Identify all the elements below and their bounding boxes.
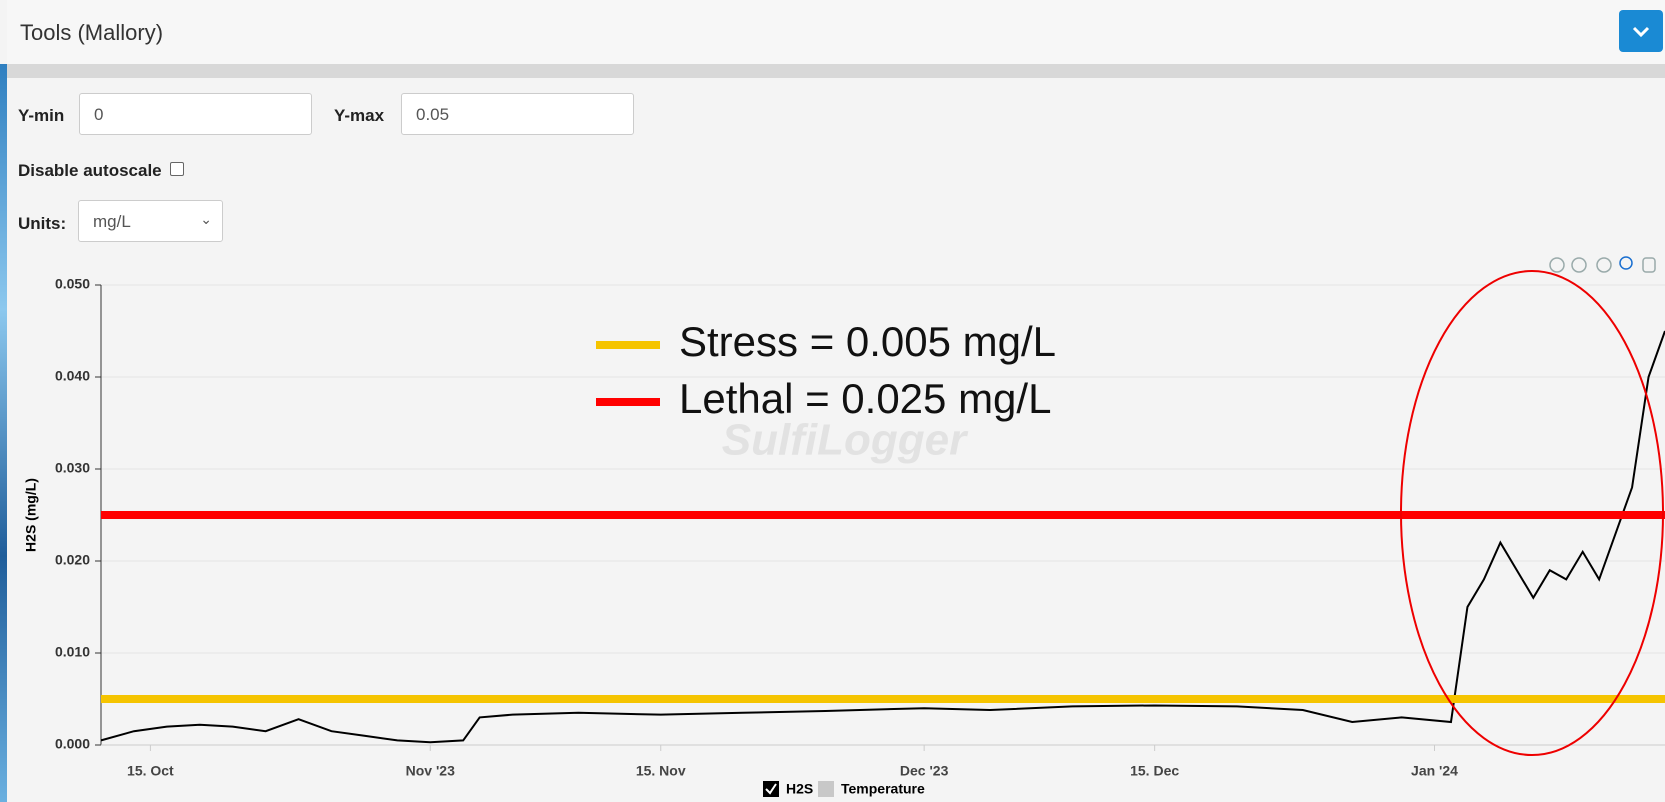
threshold-legend-label: Stress = 0.005 mg/L xyxy=(679,318,1056,365)
watermark: SulfiLogger xyxy=(722,416,969,465)
chevron-icon xyxy=(1632,26,1650,38)
legend-label: Temperature xyxy=(841,781,925,797)
y-tick-label: 0.040 xyxy=(55,368,90,384)
ymax-label: Y-max xyxy=(334,106,385,125)
x-tick-label: 15. Nov xyxy=(636,763,686,779)
x-tick-label: Nov '23 xyxy=(406,763,455,779)
panel-title: Tools (Mallory) xyxy=(20,20,164,45)
y-tick-label: 0.010 xyxy=(55,644,90,660)
data-line xyxy=(100,330,1665,744)
y-axis-title: H2S (mg/L) xyxy=(23,478,39,552)
select-arrow: ⌄ xyxy=(200,211,212,227)
chart: SulfiLogger H2S (mg/L) 0.000 0.010 0.020 0.… xyxy=(23,256,1665,797)
x-tick-label: Dec '23 xyxy=(900,763,949,779)
autoscale-checkbox[interactable] xyxy=(170,162,184,176)
autoscale-label: Disable autoscale xyxy=(18,161,162,180)
highlight-ellipse xyxy=(1400,270,1664,756)
pan-icon[interactable] xyxy=(1642,257,1656,273)
x-tick-label: 15. Dec xyxy=(1130,763,1179,779)
units-value: mg/L xyxy=(93,212,131,231)
zoom-in-icon[interactable] xyxy=(1549,257,1565,273)
zoom-tools xyxy=(1549,256,1656,273)
y-tick-label: 0.050 xyxy=(55,276,90,292)
units-label: Units: xyxy=(18,214,67,233)
legend-label: H2S xyxy=(786,781,813,797)
reset-icon[interactable] xyxy=(1596,257,1612,273)
zoom-out-icon[interactable] xyxy=(1571,257,1587,273)
panel-header: Tools (Mallory) xyxy=(7,0,1665,64)
y-tick-label: 0.030 xyxy=(55,460,90,476)
ymin-input[interactable]: 0 xyxy=(79,93,312,135)
ymin-label: Y-min xyxy=(18,106,65,125)
legend-checkbox[interactable] xyxy=(763,781,779,797)
y-tick-label: 0.020 xyxy=(55,552,90,568)
legend-checkbox[interactable] xyxy=(818,781,834,797)
x-tick-label: 15. Oct xyxy=(127,763,174,779)
background-strip xyxy=(0,64,7,802)
collapse-button[interactable] xyxy=(1619,10,1663,52)
y-tick-label: 0.000 xyxy=(55,736,90,752)
legend-check xyxy=(765,783,777,795)
x-tick-label: Jan '24 xyxy=(1411,763,1458,779)
divider xyxy=(7,64,1665,78)
units-select[interactable]: mg/L ⌄ xyxy=(78,200,223,242)
zoom-icon[interactable] xyxy=(1619,256,1633,270)
ymax-input[interactable]: 0.05 xyxy=(401,93,634,135)
threshold-legend-label: Lethal = 0.025 mg/L xyxy=(679,375,1051,422)
